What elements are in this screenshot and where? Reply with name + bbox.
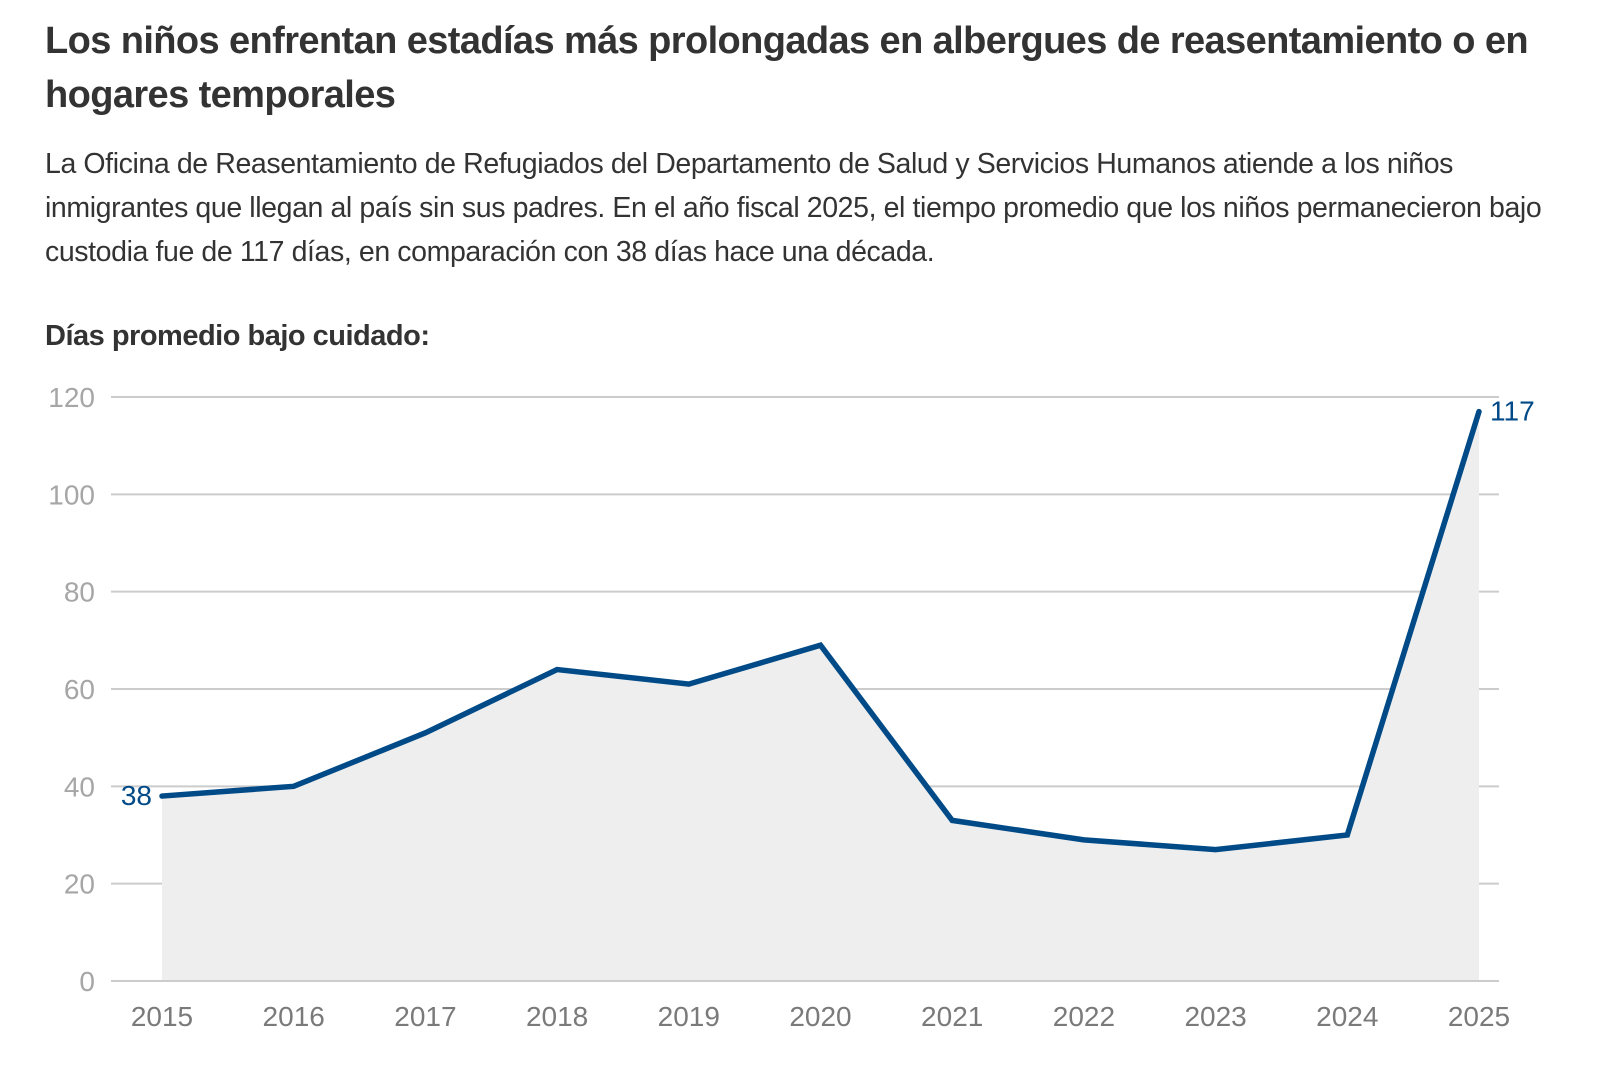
y-tick-label: 100: [48, 479, 95, 510]
x-tick-label: 2024: [1316, 1001, 1378, 1032]
x-tick-label: 2022: [1053, 1001, 1115, 1032]
x-tick-label: 2019: [658, 1001, 720, 1032]
x-tick-label: 2021: [921, 1001, 983, 1032]
y-axis-label: Días promedio bajo cuidado:: [45, 320, 430, 352]
y-axis: 0 20 40 60 80 100 120: [48, 382, 95, 997]
x-tick-label: 2023: [1184, 1001, 1246, 1032]
x-tick-label: 2020: [789, 1001, 851, 1032]
line-series-group: [159, 408, 1482, 853]
chart-title: Los niños enfrentan estadías más prolong…: [45, 20, 1529, 116]
y-tick-label: 20: [64, 869, 95, 900]
area-fill-group: [111, 411, 1499, 982]
y-tick-label: 40: [64, 771, 95, 802]
y-tick-label: 120: [48, 382, 95, 413]
data-label-2025: 117: [1490, 396, 1535, 427]
x-tick-label: 2018: [526, 1001, 588, 1032]
x-tick-label: 2017: [394, 1001, 456, 1032]
y-tick-label: 80: [64, 577, 95, 608]
data-labels: 38 117: [121, 396, 1535, 811]
x-tick-label: 2016: [263, 1001, 325, 1032]
data-label-2015: 38: [121, 780, 152, 811]
y-tick-label: 0: [79, 966, 95, 997]
area-fill: [162, 411, 1479, 982]
x-tick-label: 2015: [131, 1001, 193, 1032]
chart-subtitle: La Oficina de Reasentamiento de Refugiad…: [45, 148, 1542, 268]
x-tick-label: 2025: [1448, 1001, 1510, 1032]
y-tick-label: 60: [64, 674, 95, 705]
x-axis: 2015 2016 2017 2018 2019 2020 2021 2022 2023 2024…: [131, 1001, 1510, 1032]
